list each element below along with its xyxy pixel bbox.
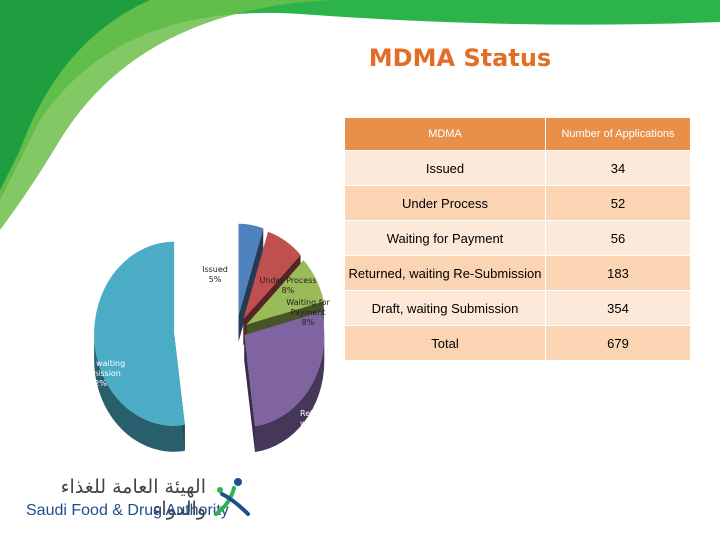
table-row: Issued 34 <box>344 150 691 186</box>
pie-slice <box>238 223 264 316</box>
row-label: Draft, waiting Submission <box>344 290 546 326</box>
table-row: Draft, waiting Submission 354 <box>344 290 691 326</box>
pie-slice-label: Under Process 8% <box>259 276 316 295</box>
pie-slice-edge <box>244 335 256 453</box>
table-row: Under Process 52 <box>344 185 691 221</box>
header-mdma: MDMA <box>344 117 546 151</box>
row-value: 34 <box>545 150 691 186</box>
logo-arabic-text: الهيئة العامة للغذاء والدواء <box>60 476 206 520</box>
table-row: Waiting for Payment 56 <box>344 220 691 256</box>
row-value: 56 <box>545 220 691 256</box>
row-label: Issued <box>344 150 546 186</box>
row-label: Waiting for Payment <box>344 220 546 256</box>
green-arc-inner <box>0 0 330 230</box>
total-value: 679 <box>545 325 691 361</box>
row-label: Returned, waiting Re-Submission <box>344 255 546 291</box>
header-count: Number of Applications <box>545 117 691 151</box>
pie-slice <box>94 241 185 426</box>
pie-slice-label: Issued 5% <box>202 265 228 284</box>
pie-slice-edge <box>238 228 264 342</box>
pie-slice-side <box>255 335 325 453</box>
table-total-row: Total 679 <box>344 325 691 361</box>
row-value: 183 <box>545 255 691 291</box>
pie-slice-label: Draft, waiting Submission 52% <box>71 359 125 388</box>
pie-slice <box>244 311 325 427</box>
sfda-logo-icon <box>214 478 250 516</box>
row-value: 52 <box>545 185 691 221</box>
page-title: MDMA Status <box>368 44 552 72</box>
pie-slice-side <box>94 333 185 452</box>
pie-slice <box>243 231 301 320</box>
logo-english-text: Saudi Food & Drug Authority <box>26 502 229 519</box>
status-table: MDMA Number of Applications Issued 34 Un… <box>344 117 691 361</box>
pie-slice <box>246 260 324 325</box>
row-value: 354 <box>545 290 691 326</box>
table-row: Returned, waiting Re-Submission 183 <box>344 255 691 291</box>
table-header-row: MDMA Number of Applications <box>344 117 691 151</box>
total-label: Total <box>344 325 546 361</box>
pie-slice-label: Retur waitin Su <box>300 409 324 438</box>
green-arc-dark <box>0 0 150 190</box>
pie-slice-label: Waiting for Payment 8% <box>286 298 330 327</box>
row-label: Under Process <box>344 185 546 221</box>
